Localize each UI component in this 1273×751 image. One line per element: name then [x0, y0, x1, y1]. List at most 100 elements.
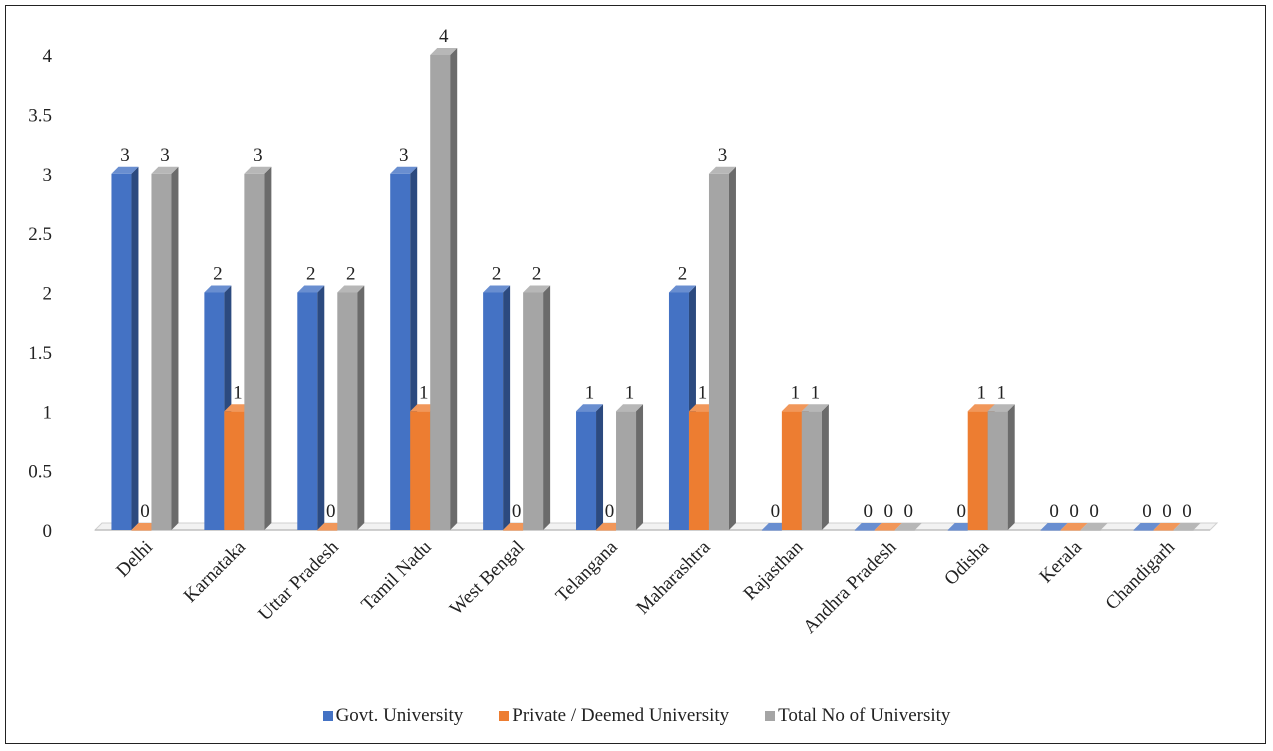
bar-front	[894, 530, 915, 531]
y-tick-label: 1.5	[28, 343, 52, 364]
bar-top	[576, 404, 604, 412]
data-label: 1	[996, 382, 1006, 403]
bar-front	[523, 292, 544, 530]
data-label: 0	[140, 501, 150, 522]
bar-front	[708, 173, 729, 530]
bar-side	[821, 404, 829, 530]
data-label: 1	[976, 382, 986, 403]
data-label: 3	[253, 145, 263, 166]
category-label: Uttar Pradesh	[254, 536, 343, 625]
legend-swatch-total	[765, 711, 776, 721]
bar-front	[131, 530, 152, 531]
bar-front	[576, 411, 597, 530]
legend-item-total: Total No of University	[765, 705, 950, 727]
y-tick-label: 3.5	[28, 105, 52, 126]
bar-top	[708, 166, 736, 174]
bar-front	[761, 530, 782, 531]
y-tick-label: 0.5	[28, 462, 52, 483]
legend-swatch-govt	[322, 711, 333, 721]
bar-front	[967, 411, 988, 530]
bar-top	[430, 48, 458, 55]
bar-front	[688, 411, 709, 530]
data-label: 0	[1182, 501, 1192, 522]
bar-top	[297, 285, 325, 293]
bar-side	[264, 166, 272, 530]
bar-top	[894, 523, 922, 530]
bar-front	[410, 411, 431, 530]
y-tick-label: 0	[43, 521, 53, 542]
legend-label-private: Private / Deemed University	[512, 705, 730, 726]
bar-front	[297, 292, 318, 530]
bar-front	[781, 411, 802, 530]
bar-front	[204, 292, 225, 530]
data-label: 0	[864, 501, 874, 522]
bar-top	[1133, 523, 1161, 530]
bar-side	[636, 404, 644, 530]
bar-front	[483, 292, 504, 530]
category-label: Kerala	[1036, 536, 1087, 587]
data-label: 2	[492, 264, 502, 285]
bar-top	[204, 285, 232, 293]
category-label: West Bengal	[446, 537, 529, 620]
category-label: Karnataka	[180, 536, 250, 606]
category-label: Tamil Nadu	[357, 536, 436, 615]
data-label: 0	[605, 501, 615, 522]
y-tick-label: 4	[43, 46, 53, 67]
bar-front	[317, 530, 338, 531]
bar-front	[801, 411, 822, 530]
bar-front	[151, 173, 172, 530]
bar-front	[337, 292, 358, 530]
bar-side	[317, 285, 325, 530]
bar-side	[357, 285, 365, 530]
category-label: Andhra Pradesh	[799, 536, 900, 637]
bar-front	[430, 55, 451, 530]
bar-side	[1007, 404, 1015, 530]
category-label: Telangana	[552, 536, 622, 606]
bar-top	[967, 404, 995, 412]
bar-front	[947, 530, 968, 531]
legend-label-total: Total No of University	[778, 705, 951, 726]
bar-top	[854, 523, 882, 530]
bar-top	[1040, 523, 1068, 530]
data-label: 2	[213, 264, 223, 285]
data-label: 1	[585, 382, 595, 403]
bar-top	[337, 285, 365, 293]
data-label: 1	[625, 382, 635, 403]
bar-side	[171, 166, 179, 530]
category-label: Delhi	[112, 537, 157, 582]
data-label: 1	[419, 382, 429, 403]
bar-top	[616, 404, 644, 412]
data-label: 4	[439, 26, 449, 47]
data-label: 0	[326, 501, 336, 522]
data-label: 1	[698, 382, 708, 403]
bar-front	[111, 173, 132, 530]
data-label: 3	[160, 145, 170, 166]
data-label: 0	[904, 501, 914, 522]
data-label: 2	[346, 264, 356, 285]
bar-top	[1173, 523, 1201, 530]
category-label: Maharashtra	[632, 536, 714, 618]
y-tick-label: 1	[43, 402, 53, 423]
bar-front	[987, 411, 1008, 530]
bar-front	[1133, 530, 1154, 531]
bar-top	[523, 285, 551, 293]
data-label: 0	[1142, 501, 1152, 522]
bar-side	[131, 166, 139, 530]
bar-top	[1060, 523, 1088, 530]
bar-side	[728, 166, 736, 530]
data-label: 0	[512, 501, 522, 522]
bar-side	[543, 285, 551, 530]
legend-swatch-private	[499, 711, 510, 721]
bar-side	[503, 285, 511, 530]
data-label: 3	[120, 145, 130, 166]
data-label: 0	[884, 501, 894, 522]
data-label: 3	[399, 145, 409, 166]
data-label: 0	[1049, 501, 1059, 522]
bar-front	[1080, 530, 1101, 531]
bar-front	[244, 173, 265, 530]
bar-top	[874, 523, 902, 530]
bar-front	[668, 292, 689, 530]
data-label: 0	[771, 501, 781, 522]
data-label: 2	[532, 264, 542, 285]
